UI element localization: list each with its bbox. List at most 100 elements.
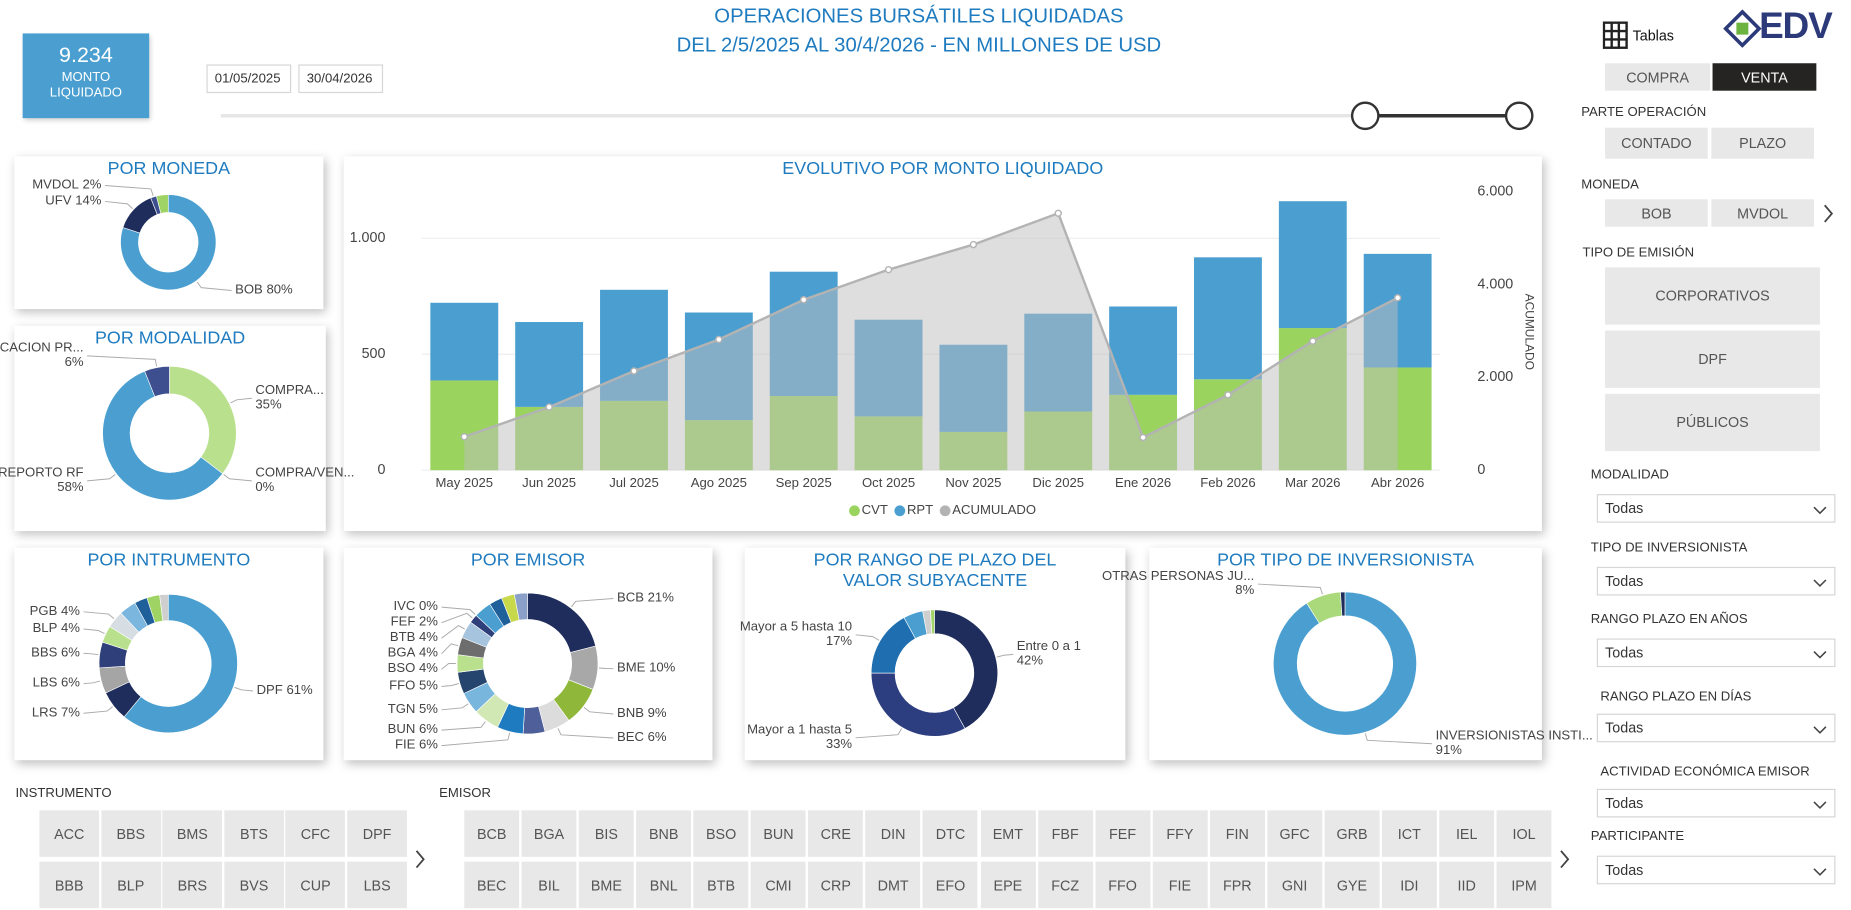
slicer-button[interactable]: IID xyxy=(1439,861,1495,909)
tables-icon[interactable] xyxy=(1602,21,1629,50)
slicer-button[interactable]: LBS xyxy=(347,861,407,909)
option-button[interactable]: CONTADO xyxy=(1605,127,1708,159)
dropdown[interactable]: Todas xyxy=(1596,855,1836,885)
slicer-button[interactable]: DTC xyxy=(923,810,978,857)
slicer-button[interactable]: BTS xyxy=(224,810,284,857)
slicer-button[interactable]: BNL xyxy=(636,861,692,909)
slicer-button[interactable]: BBB xyxy=(39,861,100,909)
option-button[interactable]: CORPORATIVOS xyxy=(1605,267,1820,325)
slicer-button[interactable]: ICT xyxy=(1381,810,1437,857)
slicer-button[interactable]: DPF xyxy=(347,810,407,857)
option-button[interactable]: PLAZO xyxy=(1711,127,1814,159)
slider-handle[interactable] xyxy=(1504,101,1534,131)
slicer-button[interactable]: BTB xyxy=(693,861,749,909)
slicer-button[interactable]: IOL xyxy=(1496,810,1552,857)
option-button[interactable]: PÚBLICOS xyxy=(1605,393,1820,452)
slicer-button[interactable]: BME xyxy=(578,861,634,909)
dropdown-value: Todas xyxy=(1605,644,1644,662)
dropdown[interactable]: Todas xyxy=(1596,638,1836,668)
slicer-button[interactable]: FCZ xyxy=(1037,861,1093,909)
slicer-button[interactable]: FEF xyxy=(1095,810,1151,857)
slicer-button[interactable]: BIS xyxy=(578,810,634,857)
date-end[interactable]: 30/04/2026 xyxy=(298,64,384,94)
option-button[interactable]: DPF xyxy=(1605,330,1820,388)
chevron xyxy=(1813,868,1827,876)
dropdown-value: Todas xyxy=(1605,794,1644,812)
chevron xyxy=(1813,579,1827,588)
slicer-button[interactable]: DMT xyxy=(865,861,921,909)
slicer-button[interactable]: CFC xyxy=(285,810,346,857)
chart-panel: POR MONEDA xyxy=(14,156,324,310)
section-label: PARTE OPERACIÓN xyxy=(1581,105,1707,120)
slicer-button[interactable]: BNB xyxy=(636,810,692,857)
dropdown-label: ACTIVIDAD ECONÓMICA EMISOR xyxy=(1600,764,1810,780)
slicer-button[interactable]: CRP xyxy=(808,861,864,909)
slicer-button[interactable]: IPM xyxy=(1496,861,1552,909)
slicer-button[interactable]: FFY xyxy=(1152,810,1208,857)
slicer-button[interactable]: BCB xyxy=(464,810,520,857)
slicer-button[interactable]: FFO xyxy=(1095,861,1151,909)
date-slider[interactable] xyxy=(215,95,1552,136)
slicer-button[interactable]: FIE xyxy=(1152,861,1208,909)
slicer-button[interactable]: CMI xyxy=(751,861,806,909)
slicer-button[interactable]: EPE xyxy=(980,861,1036,909)
dropdown-label: RANGO PLAZO EN DÍAS xyxy=(1600,689,1752,705)
dropdown-value: Todas xyxy=(1605,572,1644,590)
slicer-button[interactable]: GYE xyxy=(1324,861,1380,909)
chart-panel: POR INTRUMENTO xyxy=(14,547,324,761)
title-line: OPERACIONES BURSÁTILES LIQUIDADAS xyxy=(714,4,1124,28)
dropdown-label: RANGO PLAZO EN AÑOS xyxy=(1590,612,1748,627)
slicer-button[interactable]: GNI xyxy=(1267,861,1323,909)
slicer-button[interactable]: BRS xyxy=(162,861,223,909)
slicer-button[interactable]: ACC xyxy=(39,810,100,857)
dropdown[interactable]: Todas xyxy=(1596,494,1836,523)
slicer-button[interactable]: GFC xyxy=(1267,810,1323,857)
dropdown[interactable]: Todas xyxy=(1596,788,1836,818)
slicer-button[interactable]: EFO xyxy=(923,861,978,909)
slicer-button[interactable]: IDI xyxy=(1381,861,1437,909)
slicer-button[interactable]: DIN xyxy=(865,810,921,857)
slicer-button[interactable]: CRE xyxy=(808,810,864,857)
slicer-button[interactable]: BMS xyxy=(162,810,223,857)
dropdown[interactable]: Todas xyxy=(1596,713,1836,743)
slicer-button[interactable]: CUP xyxy=(285,861,346,909)
next-arrow[interactable] xyxy=(413,849,427,870)
next-arrow[interactable] xyxy=(1821,203,1835,224)
slicer-button[interactable]: GRB xyxy=(1324,810,1380,857)
chevron xyxy=(1813,726,1827,734)
slicer-button[interactable]: FBF xyxy=(1037,810,1093,857)
chevron xyxy=(1813,506,1827,515)
chevron xyxy=(1813,651,1827,659)
slicer-button[interactable]: BGA xyxy=(521,810,577,857)
dropdown[interactable]: Todas xyxy=(1596,566,1836,596)
slider-handle[interactable] xyxy=(1350,101,1380,131)
slicer-button[interactable]: IEL xyxy=(1439,810,1495,857)
chart-title: POR MONEDA xyxy=(107,158,231,180)
slicer-button[interactable]: BSO xyxy=(693,810,749,857)
option-button[interactable]: MVDOL xyxy=(1711,199,1814,227)
report-title: OPERACIONES BURSÁTILES LIQUIDADAS DEL 2/… xyxy=(0,2,1838,59)
slicer-label: EMISOR xyxy=(439,786,491,801)
slicer-button[interactable]: EMT xyxy=(980,810,1036,857)
option-button[interactable]: BOB xyxy=(1605,199,1708,227)
kpi-label: MONTO LIQUIDADO xyxy=(49,70,123,101)
dropdown-label: TIPO DE INVERSIONISTA xyxy=(1590,540,1748,555)
chart-title: POR TIPO DE INVERSIONISTA xyxy=(1217,550,1475,571)
next-arrow[interactable] xyxy=(1557,849,1571,870)
slicer-button[interactable]: BVS xyxy=(224,861,284,909)
slicer-button[interactable]: BLP xyxy=(100,861,161,909)
slicer-button[interactable]: BEC xyxy=(464,861,520,909)
section-label: TIPO DE EMISIÓN xyxy=(1582,245,1695,261)
tables-label[interactable]: Tablas xyxy=(1632,27,1674,45)
date-start[interactable]: 01/05/2025 xyxy=(206,64,292,94)
section-label: MONEDA xyxy=(1581,177,1639,193)
tab-button[interactable]: COMPRA xyxy=(1605,63,1711,91)
slicer-button[interactable]: BIL xyxy=(521,861,577,909)
tab-button[interactable]: VENTA xyxy=(1712,63,1817,91)
slicer-button[interactable]: BUN xyxy=(751,810,806,857)
slicer-button[interactable]: BBS xyxy=(100,810,161,857)
slicer-button[interactable]: FPR xyxy=(1209,861,1265,909)
chart-panel: POR EMISOR xyxy=(343,547,713,761)
chart-title: POR INTRUMENTO xyxy=(87,550,251,571)
slicer-button[interactable]: FIN xyxy=(1209,810,1265,857)
